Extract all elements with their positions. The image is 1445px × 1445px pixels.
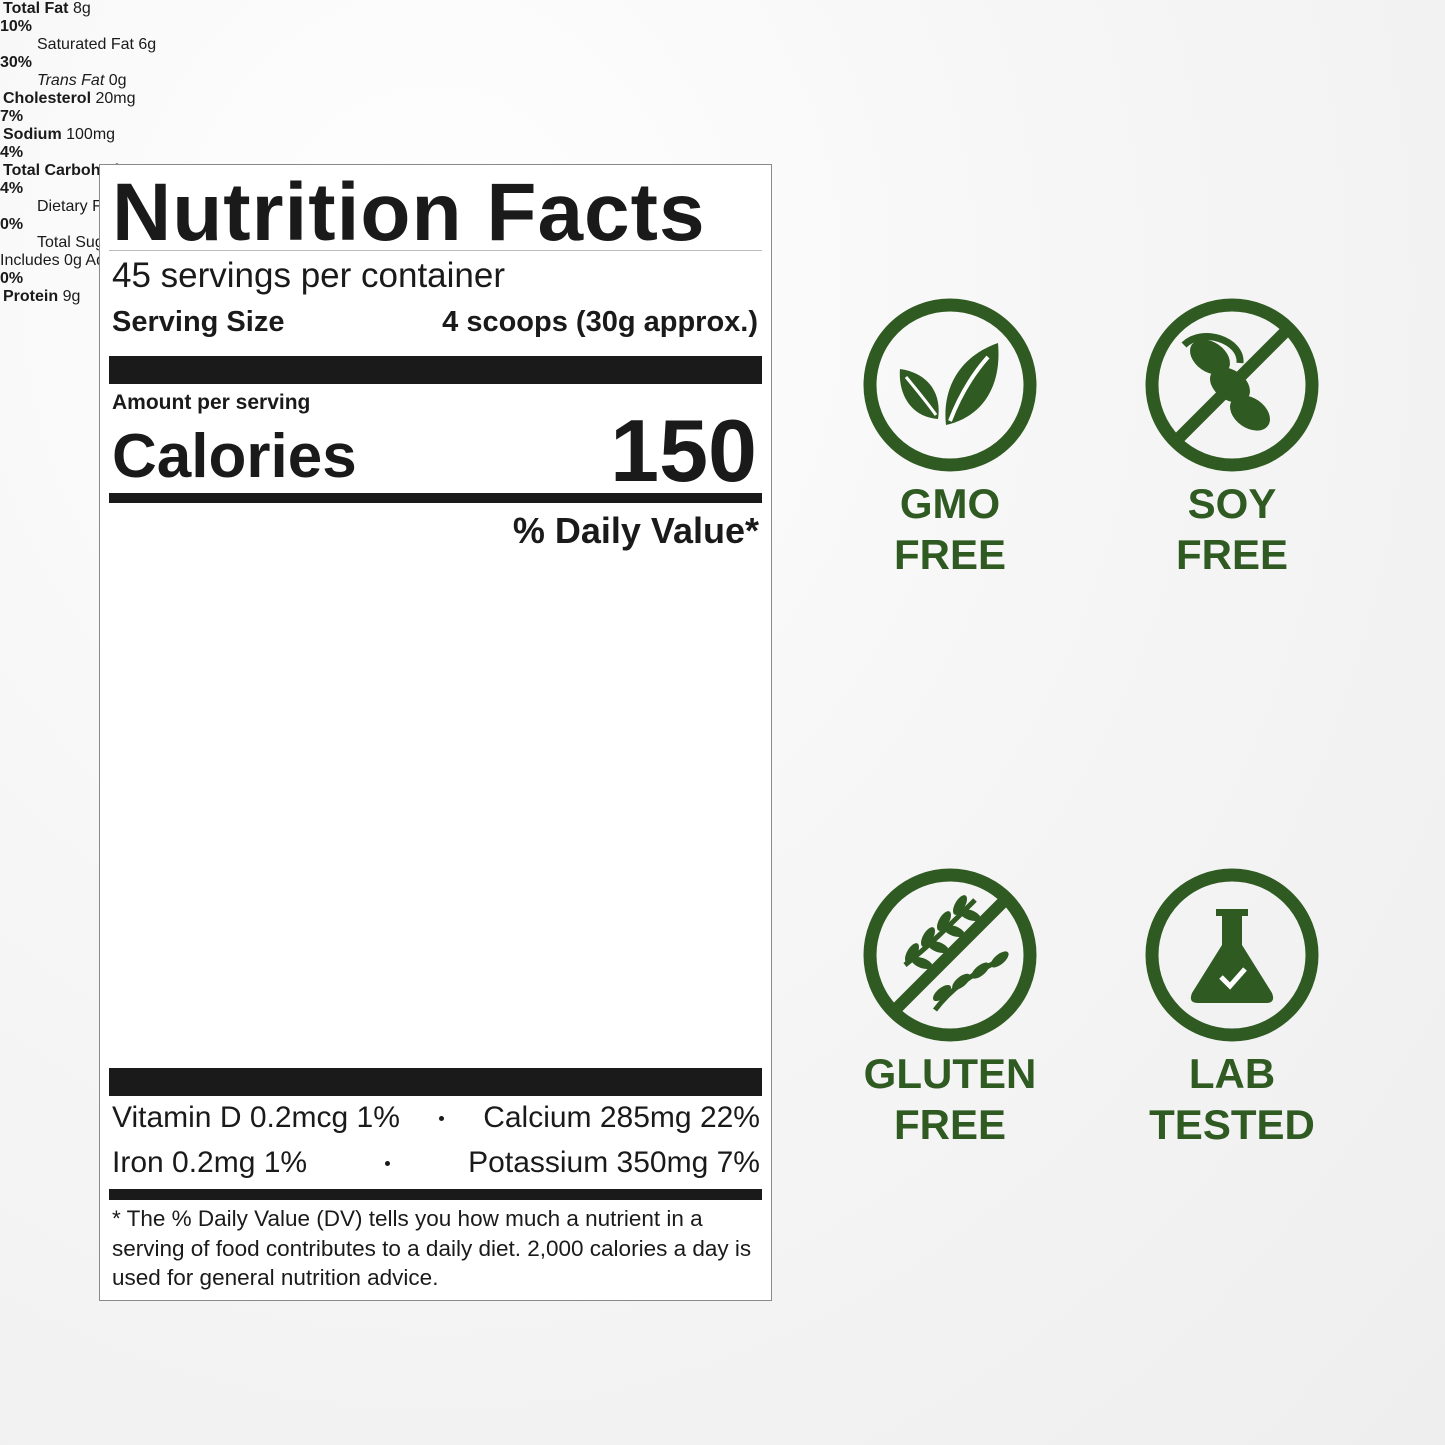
nutrient: Total Fat 8g: [0, 0, 653, 18]
thick-rule: [109, 1068, 762, 1096]
badge-ring: [863, 298, 1037, 472]
daily-value-header: % Daily Value*: [512, 510, 759, 551]
vitamin-line: Iron 0.2mg 1% Potassium 350mg 7%: [112, 1142, 760, 1184]
badge-label: GMO: [900, 480, 1000, 527]
nutrient-amount: 100mg: [66, 126, 116, 143]
vitamin: Vitamin D 0.2mcg 1%: [112, 1101, 400, 1134]
servings: 45 servings per container: [112, 256, 505, 295]
nutrient-row: Protein 9g: [0, 288, 653, 306]
vitamin: Calcium 285mg 22%: [483, 1101, 760, 1134]
vitamin: Iron 0.2mg 1%: [112, 1146, 308, 1179]
daily-value: 0%: [0, 216, 24, 233]
grain: [921, 927, 935, 947]
check: [1219, 967, 1247, 990]
daily-value: 30%: [0, 54, 33, 71]
nutrition-label: [99, 164, 772, 1301]
pod: [1181, 333, 1244, 364]
nutrient-name: Saturated Fat: [37, 36, 134, 53]
nutrient-name: Cholesterol: [3, 90, 92, 107]
badge-ring: [1145, 868, 1319, 1042]
nutrient-row: Sodium 100mg 4%: [0, 126, 653, 162]
calories-label: Calories: [112, 422, 357, 491]
badge-label: FREE: [1176, 531, 1288, 578]
nutrient-row: Saturated Fat 6g 30%: [0, 36, 653, 72]
badge-label: GLUTEN: [864, 1050, 1037, 1097]
footnote: * The % Daily Value (DV) tells you how m…: [112, 1206, 752, 1290]
nutrient-amount: 20mg: [95, 90, 136, 107]
grain: [953, 895, 967, 915]
badge-label: SOY: [1188, 480, 1277, 527]
nutrient: Cholesterol 20mg: [0, 90, 653, 108]
daily-value: 10%: [0, 18, 33, 35]
nutrient-row: Cholesterol 20mg 7%: [0, 90, 653, 126]
badge-label: LAB: [1189, 1050, 1275, 1097]
grain: [952, 973, 971, 990]
nutrient: Saturated Fat 6g: [0, 36, 653, 54]
grain: [990, 951, 1009, 968]
nutrient: Protein 9g: [0, 288, 653, 306]
label-title: Nutrition Facts: [112, 167, 706, 258]
leaf-vein: [904, 376, 938, 416]
badge-label: FREE: [894, 1101, 1006, 1148]
medium-rule: [109, 1189, 762, 1200]
nutrient-name: Protein: [3, 288, 59, 305]
nutrient-amount: 9g: [62, 288, 81, 305]
nutrient: Trans Fat 0g: [0, 72, 653, 90]
daily-value: 4%: [0, 180, 24, 197]
daily-value: 7%: [0, 108, 24, 125]
badge: [1145, 868, 1319, 1042]
nutrient: Sodium 100mg: [0, 126, 653, 144]
nutrient-row: Total Fat 8g 10%: [0, 0, 653, 36]
medium-rule: [109, 493, 762, 503]
slash: [1171, 324, 1293, 446]
serving-size-label: Serving Size: [112, 306, 285, 338]
daily-value: 0%: [0, 270, 24, 287]
badge: [1145, 298, 1319, 472]
grain: [937, 911, 951, 931]
thick-rule: [109, 356, 762, 384]
grain: [905, 943, 919, 963]
separator: [439, 1115, 445, 1121]
separator: [385, 1160, 391, 1166]
badge-label: FREE: [894, 531, 1006, 578]
flask: [1190, 909, 1274, 1003]
nutrient-amount: 6g: [138, 36, 157, 53]
nutrient-name: Total Fat: [3, 0, 69, 17]
badge-ring: [863, 868, 1037, 1042]
slash: [889, 894, 1011, 1016]
badge: [863, 868, 1037, 1042]
badge: [863, 298, 1037, 472]
vitamin: Potassium 350mg 7%: [468, 1146, 760, 1179]
calories-value: 150: [610, 401, 757, 500]
title-rule: [109, 250, 762, 251]
daily-value: 4%: [0, 144, 24, 161]
vitamin-line: Vitamin D 0.2mcg 1% Calcium 285mg 22%: [112, 1097, 760, 1139]
nutrient-name: Sodium: [3, 126, 62, 143]
grain: [971, 962, 990, 979]
grain: [959, 908, 981, 922]
nutrient-row: Trans Fat 0g: [0, 72, 653, 90]
bean: [1230, 395, 1270, 431]
badge-label: TESTED: [1149, 1101, 1315, 1148]
serving-size: 4 scoops (30g approx.): [442, 306, 758, 338]
nutrient-amount: 8g: [72, 0, 91, 17]
amount-per-serving: Amount per serving: [112, 391, 311, 414]
leaf-vein: [948, 355, 990, 422]
nutrient-name: Trans Fat: [37, 72, 105, 89]
grain: [943, 924, 965, 938]
bean: [1190, 339, 1230, 375]
grain: [911, 956, 933, 970]
nutrient-amount: 0g: [108, 72, 127, 89]
grain: [927, 940, 949, 954]
badge-ring: [1145, 298, 1319, 472]
grain: [932, 984, 952, 1002]
